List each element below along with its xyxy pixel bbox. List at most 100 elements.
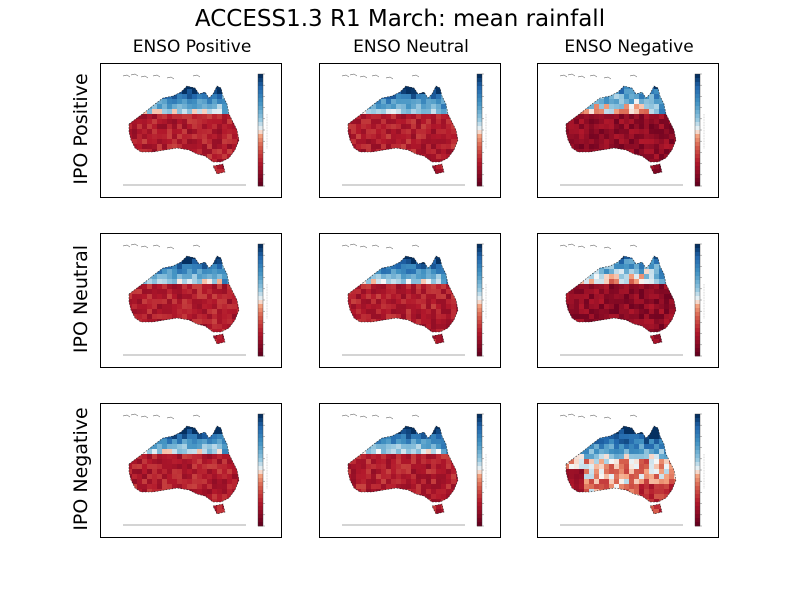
rainfall-grid-cells — [129, 256, 239, 344]
island-outline — [411, 414, 420, 418]
island-outline — [152, 414, 161, 418]
island-outline — [629, 414, 638, 418]
island-outline — [349, 243, 358, 247]
rainfall-map — [559, 73, 705, 187]
island-outline — [385, 76, 394, 80]
island-outline — [603, 76, 612, 80]
coastline-tasmania — [649, 333, 663, 345]
island-outline — [140, 245, 149, 249]
island-outline — [152, 244, 161, 248]
colorbar — [476, 73, 487, 187]
island-outline — [603, 246, 612, 250]
island-outline — [577, 415, 586, 419]
map-panel-ipo-neutral-enso-neutral — [319, 233, 501, 368]
column-header-enso-negative: ENSO Negative — [564, 37, 694, 57]
row-header-ipo-neutral: IPO Neutral — [70, 244, 92, 354]
map-panel-ipo-negative-enso-positive — [100, 403, 282, 538]
figure-title: ACCESS1.3 R1 March: mean rainfall — [194, 6, 606, 32]
rainfall-grid-cells — [348, 256, 458, 344]
colorbar — [476, 243, 487, 357]
coastline-mainland — [565, 425, 677, 503]
rainfall-map — [341, 413, 487, 527]
island-outline — [359, 415, 368, 419]
island-outline — [589, 244, 598, 248]
island-outline — [349, 73, 358, 77]
row-header-ipo-negative: IPO Negative — [70, 407, 92, 531]
island-outline — [130, 413, 139, 417]
island-outline — [603, 416, 612, 420]
island-outline — [559, 244, 568, 248]
coastline-tasmania — [431, 503, 445, 515]
island-outline — [122, 244, 131, 248]
island-outline — [192, 74, 201, 78]
island-outline — [166, 76, 175, 80]
island-outline — [341, 414, 350, 418]
rainfall-map — [341, 73, 487, 187]
coastline-mainland — [347, 85, 459, 163]
island-outline — [192, 414, 201, 418]
rainfall-map — [559, 413, 705, 527]
island-outline — [359, 245, 368, 249]
island-outline — [130, 243, 139, 247]
colorbar — [694, 243, 705, 357]
island-outline — [629, 244, 638, 248]
rainfall-grid-cells — [348, 426, 458, 514]
colorbar — [257, 413, 268, 527]
row-header-ipo-positive: IPO Positive — [70, 73, 92, 185]
island-outline — [589, 414, 598, 418]
island-outline — [140, 75, 149, 79]
colorbar — [257, 73, 268, 187]
island-outline — [371, 74, 380, 78]
island-outline — [567, 413, 576, 417]
coastline-tasmania — [212, 163, 226, 175]
colorbar — [694, 73, 705, 187]
island-outline — [166, 246, 175, 250]
coastline-mainland — [347, 255, 459, 333]
island-outline — [577, 245, 586, 249]
map-panel-ipo-negative-enso-neutral — [319, 403, 501, 538]
island-outline — [589, 74, 598, 78]
column-header-enso-positive: ENSO Positive — [132, 37, 252, 57]
coastline-mainland — [347, 425, 459, 503]
coastline-tasmania — [649, 503, 663, 515]
rainfall-grid-cells — [566, 256, 676, 344]
island-outline — [559, 414, 568, 418]
island-outline — [567, 73, 576, 77]
island-outline — [411, 74, 420, 78]
rainfall-map — [122, 243, 268, 357]
rainfall-grid-cells — [129, 86, 239, 174]
island-outline — [359, 75, 368, 79]
island-outline — [559, 74, 568, 78]
island-outline — [122, 414, 131, 418]
column-header-enso-neutral: ENSO Neutral — [353, 37, 469, 57]
rainfall-map — [122, 73, 268, 187]
rainfall-map — [559, 243, 705, 357]
coastline-mainland — [128, 85, 240, 163]
island-outline — [192, 244, 201, 248]
map-panel-ipo-negative-enso-negative — [537, 403, 719, 538]
island-outline — [385, 416, 394, 420]
coastline-tasmania — [431, 333, 445, 345]
coastline-tasmania — [212, 333, 226, 345]
map-panel-ipo-positive-enso-positive — [100, 63, 282, 198]
rainfall-grid-cells — [566, 426, 676, 514]
map-panel-ipo-neutral-enso-negative — [537, 233, 719, 368]
rainfall-map — [122, 413, 268, 527]
island-outline — [371, 414, 380, 418]
rainfall-map — [341, 243, 487, 357]
island-outline — [567, 243, 576, 247]
island-outline — [385, 246, 394, 250]
island-outline — [577, 75, 586, 79]
island-outline — [341, 74, 350, 78]
coastline-mainland — [565, 85, 677, 163]
map-panel-ipo-positive-enso-neutral — [319, 63, 501, 198]
island-outline — [371, 244, 380, 248]
island-outline — [166, 416, 175, 420]
coastline-tasmania — [212, 503, 226, 515]
island-outline — [140, 415, 149, 419]
island-outline — [122, 74, 131, 78]
island-outline — [152, 74, 161, 78]
island-outline — [341, 244, 350, 248]
colorbar — [476, 413, 487, 527]
island-outline — [411, 244, 420, 248]
